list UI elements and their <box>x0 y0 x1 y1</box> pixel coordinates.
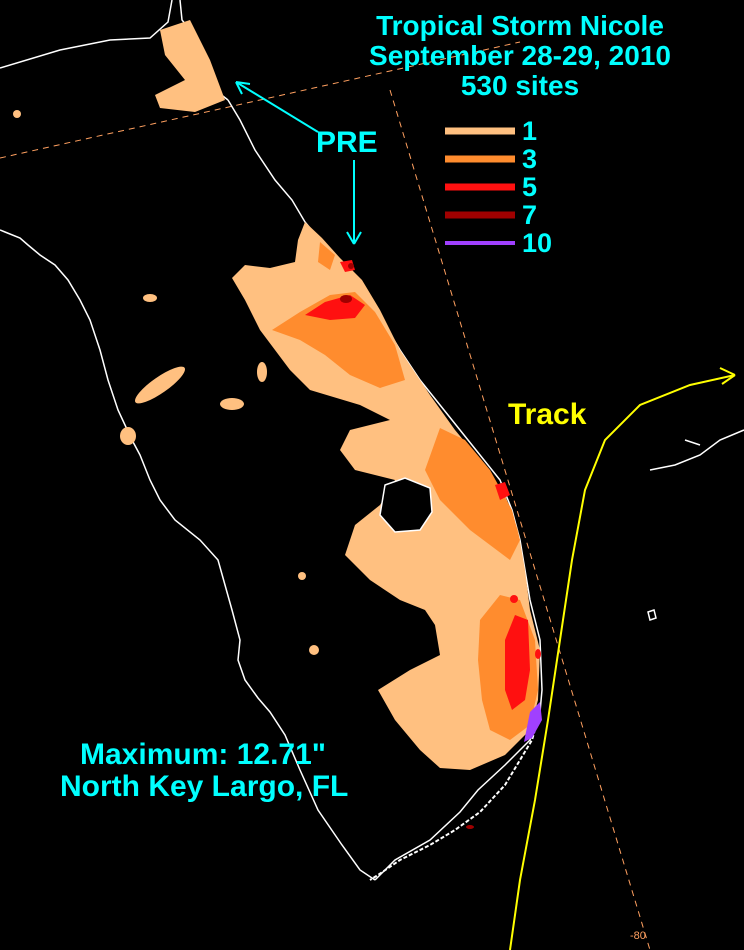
lake-okeechobee <box>379 477 433 533</box>
rainfall-contour-1 <box>155 20 225 112</box>
legend-label-1: 1 <box>522 116 538 146</box>
legend-label-3: 3 <box>522 144 538 174</box>
maximum-location-label: North Key Largo, FL <box>60 770 349 803</box>
pre-arrowhead <box>235 81 251 95</box>
maximum-label: Maximum: 12.71" <box>80 738 326 771</box>
title-line-3: 530 sites <box>460 70 580 101</box>
rainfall-contour-5 <box>495 482 510 500</box>
rainfall-contour-10 <box>524 702 542 742</box>
bahamas-coast <box>649 429 744 471</box>
pre-arrowhead <box>346 231 362 245</box>
track-label: Track <box>508 398 587 431</box>
title-line-2: September 28-29, 2010 <box>369 40 671 71</box>
small-island <box>647 609 657 621</box>
rainfall-contour-1 <box>220 398 244 410</box>
rainfall-contour-5 <box>505 615 530 710</box>
rainfall-contour-5 <box>510 595 518 603</box>
storm-track <box>509 374 736 950</box>
state-boundary <box>0 0 173 69</box>
rainfall-contour-3 <box>272 292 405 388</box>
rainfall-contour-5 <box>340 260 355 272</box>
longitude-gridline <box>389 89 651 950</box>
rainfall-contour-5 <box>535 649 541 659</box>
rainfall-contour-1 <box>309 645 319 655</box>
latitude-gridline <box>0 41 521 159</box>
pre-arrow <box>235 81 319 133</box>
track-arrowhead <box>719 367 736 385</box>
rainfall-contour-3 <box>425 428 520 560</box>
pre-label: PRE <box>316 126 378 159</box>
rainfall-contour-1 <box>143 294 157 302</box>
florida-keys <box>369 711 541 881</box>
rainfall-contour-3 <box>318 242 335 270</box>
title-line-1: Tropical Storm Nicole <box>376 10 664 41</box>
rainfall-contour-1 <box>135 366 185 404</box>
florida-coastline <box>0 99 543 881</box>
rainfall-contour-1 <box>298 572 306 580</box>
rainfall-contour-7 <box>348 263 354 269</box>
longitude-label: -80 <box>630 930 646 942</box>
legend-label-10: 10 <box>522 228 553 258</box>
legend-label-7: 7 <box>522 200 538 230</box>
rainfall-contour-1 <box>13 110 21 118</box>
rainfall-contour-7 <box>340 295 352 303</box>
rainfall-contour-1 <box>257 362 267 382</box>
rainfall-contour-7 <box>466 825 474 829</box>
legend-label-5: 5 <box>522 172 538 202</box>
rainfall-contour-1 <box>120 427 136 445</box>
